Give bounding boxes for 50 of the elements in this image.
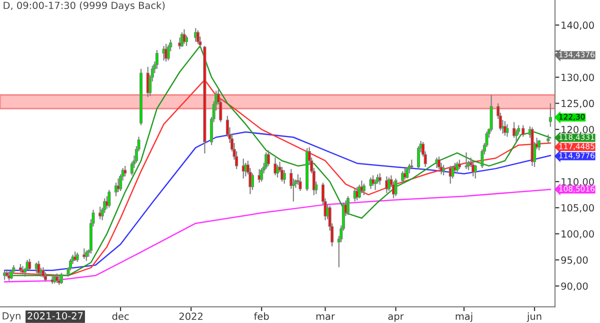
candlestick — [369, 176, 372, 190]
candlestick — [442, 164, 446, 176]
candlestick — [451, 165, 454, 180]
candlestick — [182, 28, 186, 44]
text: 2021-10-27 — [28, 312, 83, 320]
x-tick-label: jun — [526, 312, 542, 322]
x-tick-label: mar — [316, 314, 335, 320]
y-tick-label: 90,00 — [561, 282, 588, 291]
candlestick — [456, 161, 459, 174]
candlestick — [458, 159, 461, 170]
candlestick — [260, 167, 264, 182]
candlestick — [546, 134, 550, 145]
y-tick-label: 100,00 — [562, 230, 594, 239]
candlestick — [155, 50, 158, 70]
candlestick — [464, 152, 468, 170]
candlestick — [401, 170, 404, 184]
y-tick-label: 130,00 — [562, 74, 594, 82]
candlestick — [406, 166, 409, 180]
candlestick — [60, 272, 63, 284]
candlestick — [274, 157, 277, 176]
y-tick-label: 110,00 — [562, 178, 594, 186]
candlestick — [538, 139, 541, 151]
candlestick — [266, 150, 270, 167]
candlestick — [548, 102, 552, 128]
x-tick-label: apr — [388, 314, 404, 322]
candlestick — [28, 258, 32, 271]
candlestick — [374, 178, 377, 191]
x-tick-label: feb — [254, 312, 269, 320]
y-tick-label: 95,00 — [561, 256, 588, 265]
candlestick — [124, 165, 127, 177]
text: Dyn — [2, 312, 20, 322]
y-tick-label: 105,00 — [562, 204, 594, 213]
y-tick-label: 125,00 — [562, 100, 594, 108]
x-tick-label: 2022 — [179, 312, 202, 320]
candlestick — [506, 124, 509, 138]
chart-title: D, 09:00-17:30 (9999 Days Back) — [4, 2, 165, 11]
line-series — [4, 131, 552, 271]
candlestick — [282, 170, 286, 184]
candlestick — [474, 164, 477, 180]
y-tick-label: 120,00 — [562, 126, 594, 134]
candlestick — [108, 189, 111, 208]
x-tick-label: dec — [112, 312, 129, 320]
candlestick — [196, 30, 200, 44]
candlestick — [37, 260, 40, 276]
x-tick-label: maj — [456, 312, 472, 322]
candlestick — [84, 250, 88, 262]
y-tick-label: 140,00 — [562, 22, 594, 30]
candlestick — [42, 266, 45, 278]
candlestick — [362, 183, 366, 196]
line-series — [4, 188, 552, 282]
